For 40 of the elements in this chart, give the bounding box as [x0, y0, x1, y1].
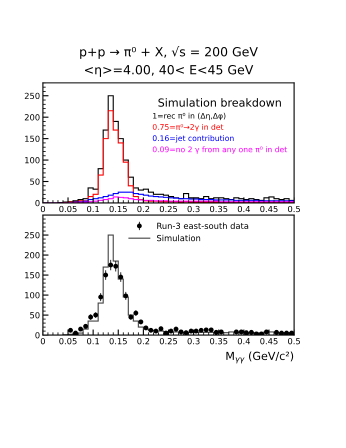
y-tick-label: 250 — [24, 92, 40, 100]
x-tick-label: 0.1 — [87, 338, 99, 344]
x-tick-label: 0.5 — [288, 338, 300, 344]
y-tick-label: 100 — [25, 157, 40, 164]
y-tick-label: 50 — [30, 312, 40, 318]
x-tick-label: 0.45 — [260, 338, 278, 344]
y-tick-label: 200 — [24, 114, 40, 120]
y-tick-label: 50 — [30, 178, 40, 185]
y-tick-label: 250 — [24, 232, 40, 238]
x-tick-label: 0.25 — [160, 338, 178, 344]
x-axis-title: M$_{γγ}$ (GeV/c²) — [226, 352, 294, 364]
x-tick-label: 0.5 — [288, 206, 300, 212]
x-tick-label: 0.15 — [110, 206, 127, 212]
y-tick-label: 0 — [35, 200, 40, 206]
chart-subtitle: <η>=4.00, 40< E<45 GeV — [85, 65, 254, 77]
x-tick-label: 0.35 — [210, 338, 228, 344]
x-tick-label: 0.35 — [210, 206, 228, 212]
x-tick-label: 0.1 — [87, 206, 99, 212]
x-tick-label: 0.2 — [137, 206, 150, 212]
x-tick-label: 0 — [40, 206, 45, 212]
x-tick-label: 0.2 — [137, 338, 150, 344]
legend-label: Simulation — [156, 234, 200, 242]
x-tick-label: 0.05 — [59, 206, 77, 212]
x-tick-label: 0.4 — [238, 206, 250, 212]
x-tick-label: 0.3 — [188, 338, 200, 344]
y-tick-label: 150 — [25, 136, 40, 142]
x-tick-label: 0.25 — [160, 206, 178, 212]
y-tick-label: 200 — [24, 252, 40, 258]
chart-title: p+p → π⁰ + X, √s = 200 GeV — [80, 46, 258, 59]
legend-label: Run-3 east-south data — [157, 222, 248, 229]
x-tick-label: 0.4 — [238, 338, 250, 344]
x-tick-label: 0.15 — [110, 338, 127, 344]
legend-title: Simulation breakdown — [158, 98, 281, 107]
y-tick-label: 0 — [35, 332, 40, 338]
y-tick-label: 150 — [25, 272, 40, 278]
x-tick-label: 0.05 — [59, 338, 77, 344]
y-tick-label: 100 — [25, 292, 40, 298]
x-tick-label: 0.45 — [260, 206, 278, 212]
x-tick-label: 0.3 — [188, 206, 200, 212]
x-tick-label: 0 — [40, 338, 45, 344]
